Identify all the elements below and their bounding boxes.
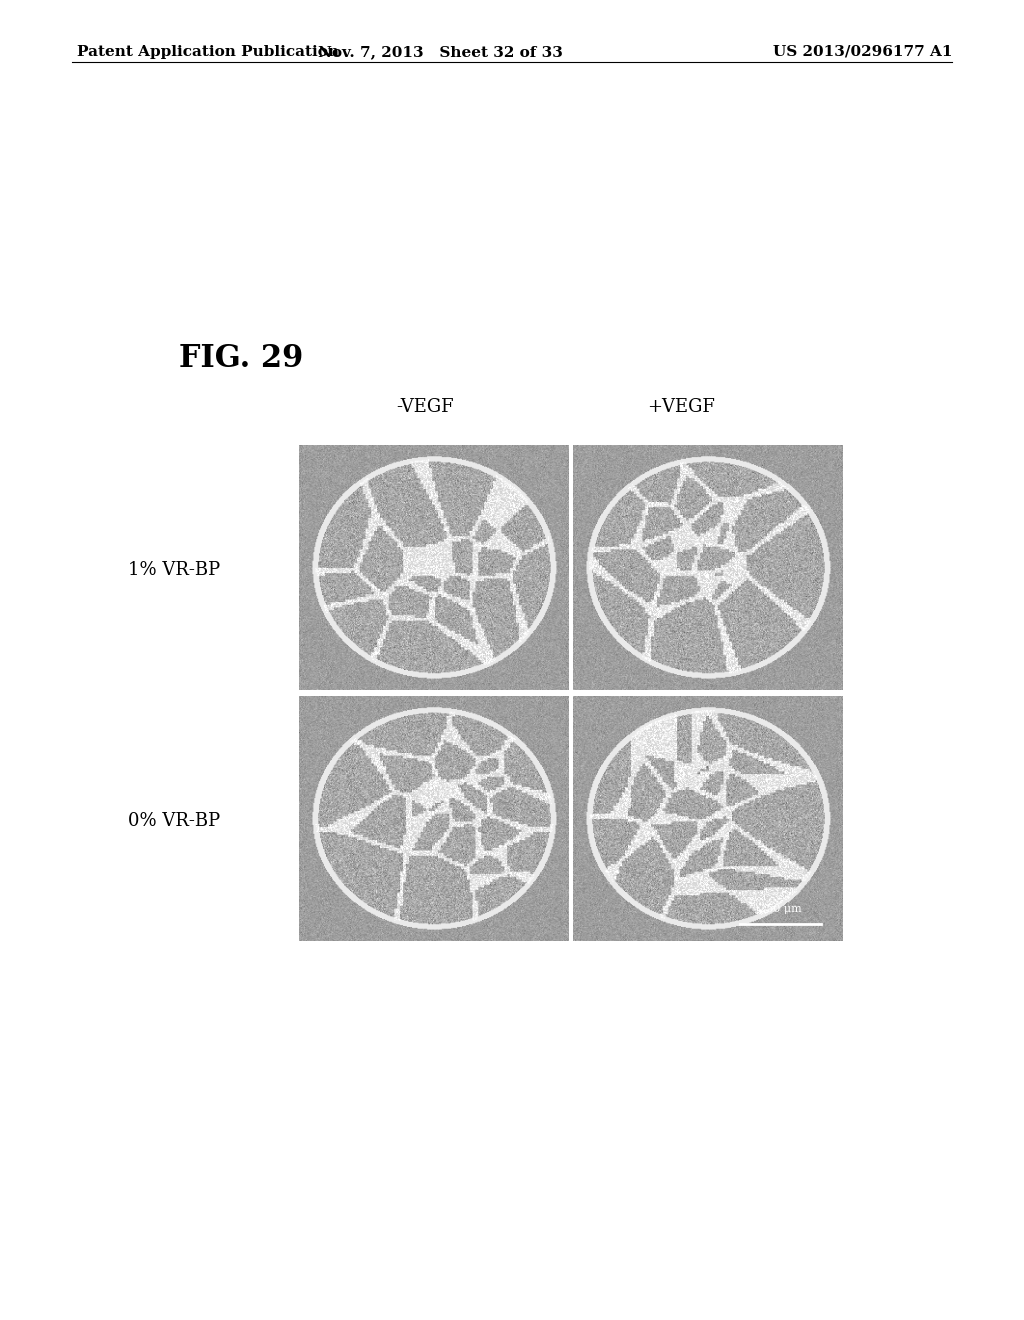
Text: Patent Application Publication: Patent Application Publication [77,45,339,59]
Text: 250 μm: 250 μm [760,904,802,915]
Text: 0% VR-BP: 0% VR-BP [128,812,220,830]
Text: -VEGF: -VEGF [396,397,454,416]
Text: FIG. 29: FIG. 29 [179,343,303,374]
Text: Nov. 7, 2013   Sheet 32 of 33: Nov. 7, 2013 Sheet 32 of 33 [317,45,563,59]
Text: US 2013/0296177 A1: US 2013/0296177 A1 [773,45,952,59]
Text: +VEGF: +VEGF [647,397,715,416]
Text: 1% VR-BP: 1% VR-BP [128,561,220,579]
